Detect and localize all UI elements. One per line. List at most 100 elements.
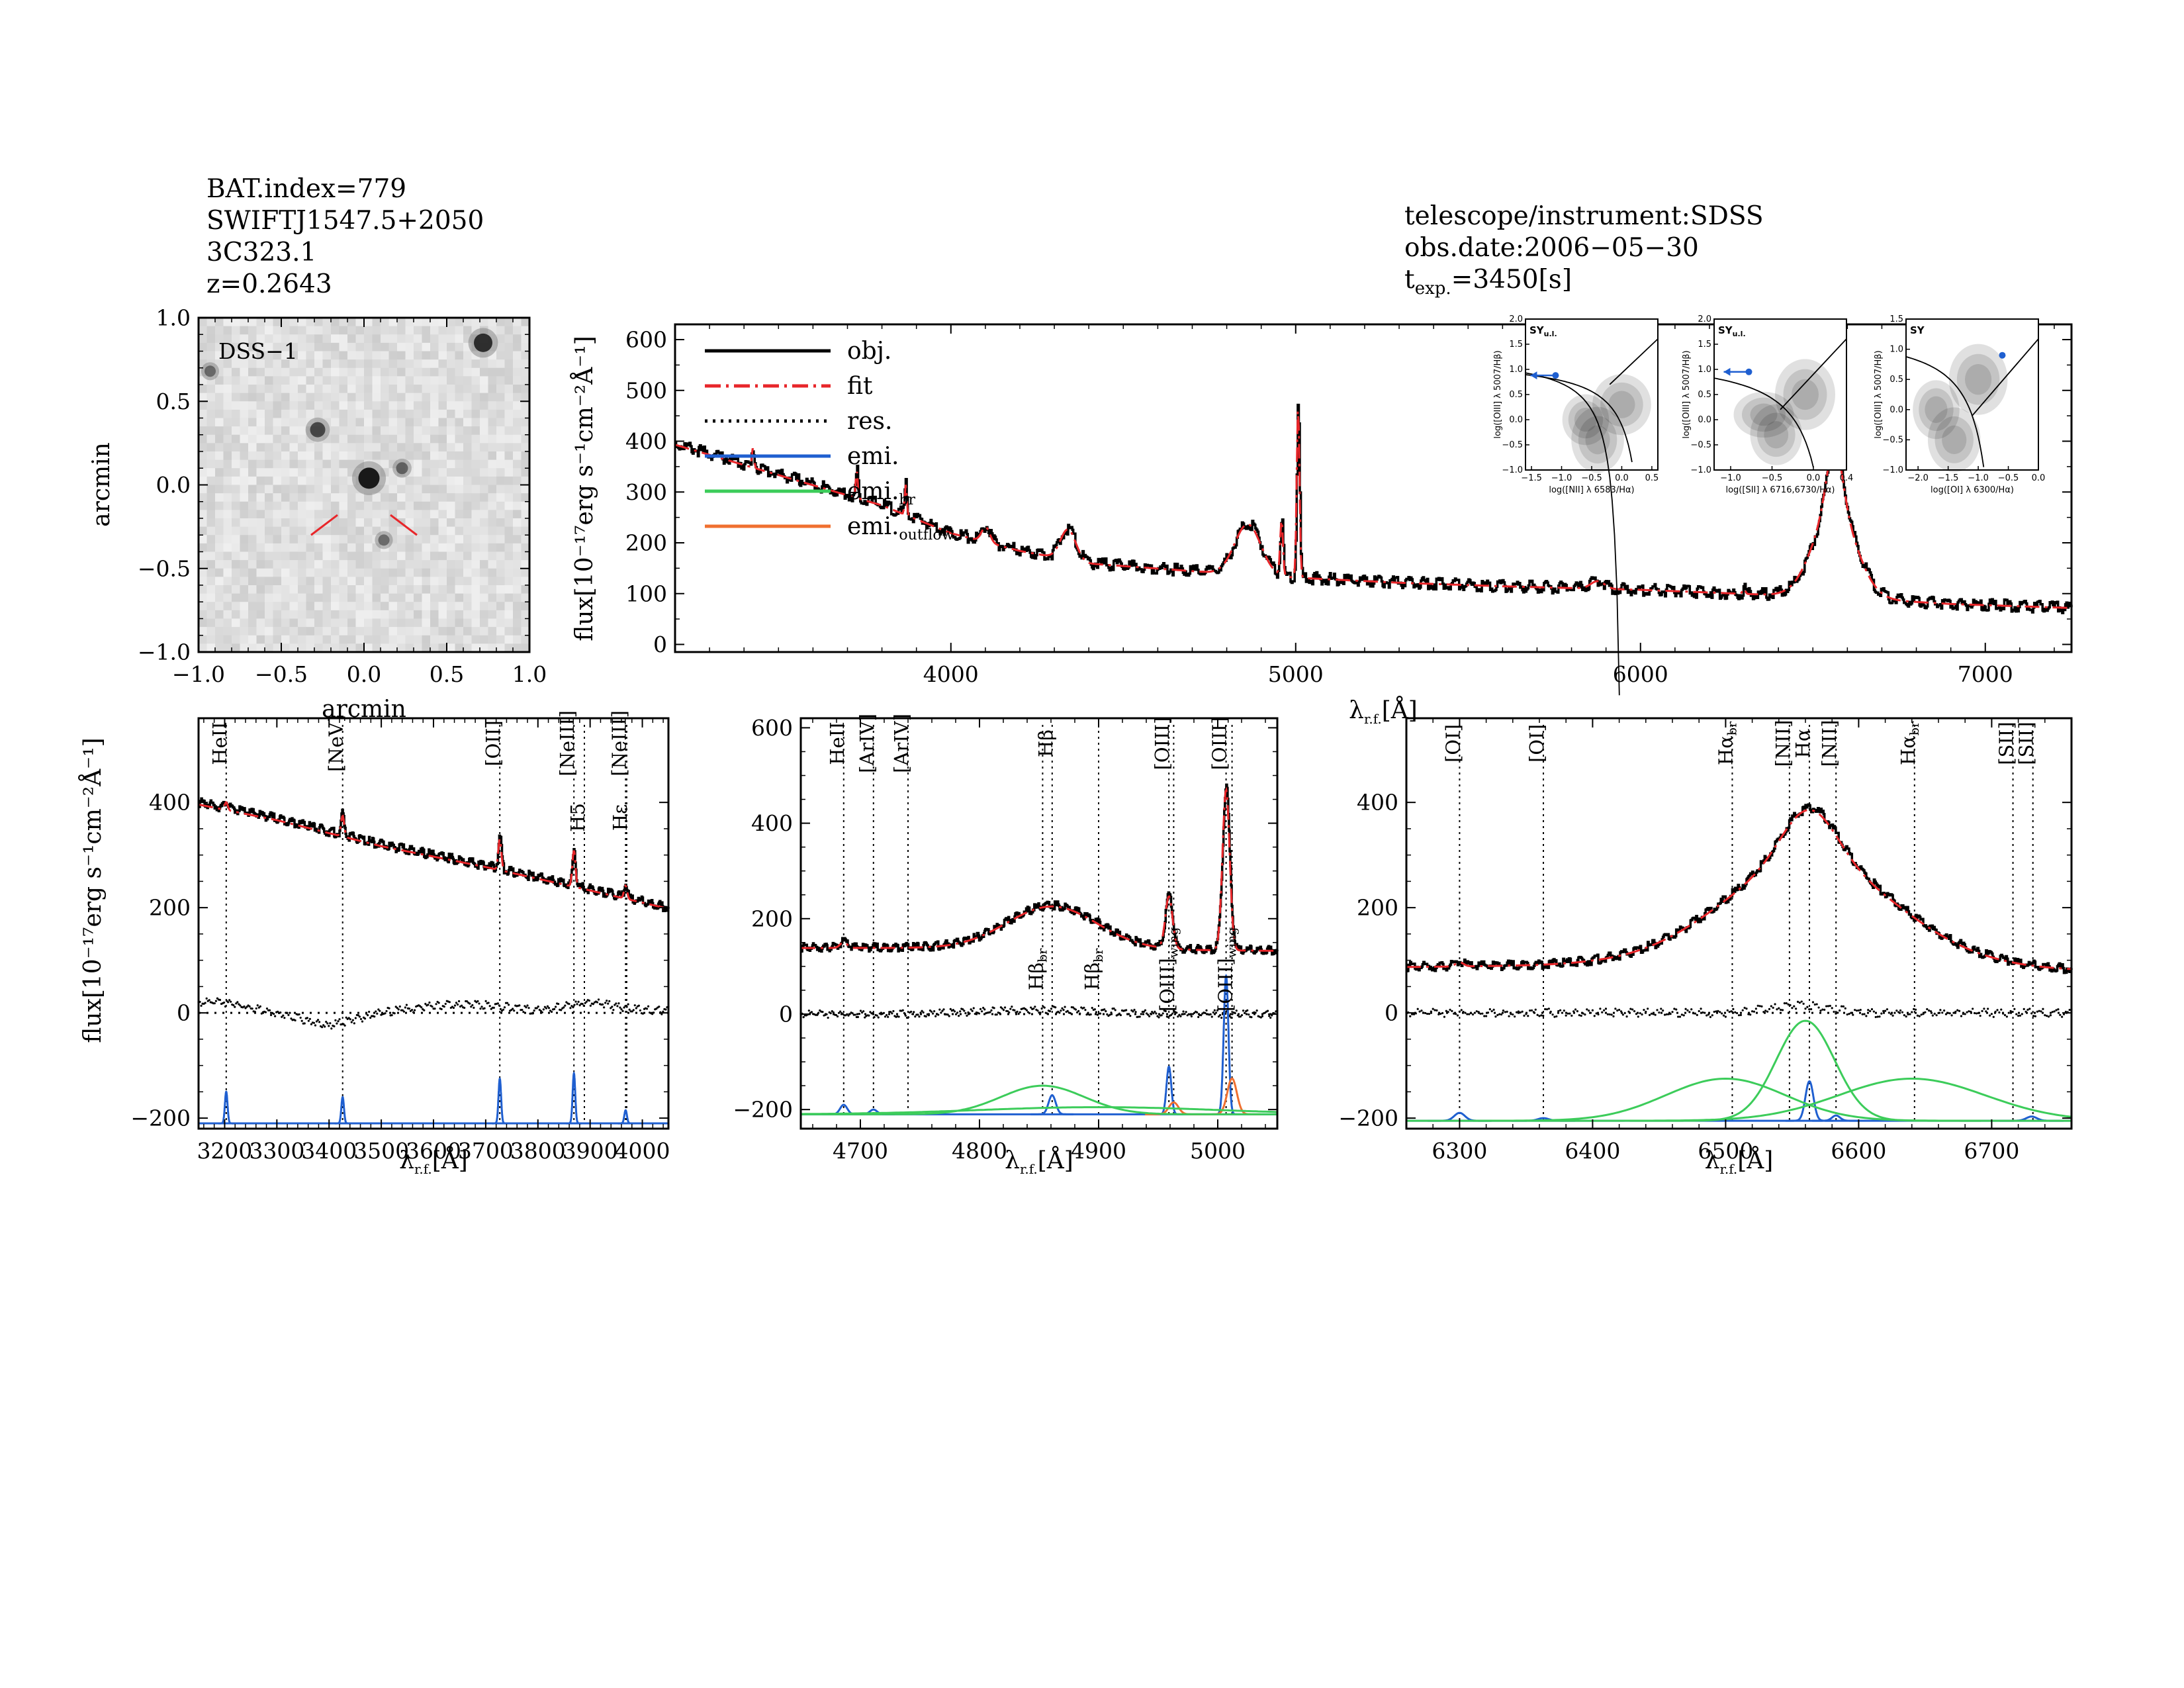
residual-point [1197, 1015, 1200, 1019]
dss-pixel [240, 510, 249, 519]
dss-pixel [298, 359, 307, 369]
residual-point [2044, 1014, 2046, 1017]
y-tick-label: 400 [1357, 790, 1398, 816]
main-xlabel-sub: r.f. [1364, 711, 1382, 727]
dss-pixel [463, 501, 473, 510]
residual-point [423, 1009, 426, 1011]
dss-pixel [430, 643, 439, 653]
dss-pixel [199, 326, 208, 335]
dss-pixel [306, 459, 315, 469]
dss-pixel [496, 426, 506, 436]
dss-pixel [215, 426, 224, 436]
dss-pixel [438, 493, 447, 502]
residual-point [1719, 1011, 1721, 1013]
dss-pixel [331, 618, 340, 628]
bpt-density [1956, 353, 2000, 405]
dss-pixel [347, 627, 357, 636]
residual-point [1658, 1011, 1661, 1014]
dss-pixel [430, 618, 439, 628]
dss-pixel [488, 443, 497, 452]
dss-pixel [438, 426, 447, 436]
residual-point [851, 1012, 854, 1015]
dss-pixel [447, 635, 456, 644]
residual-point [350, 1021, 353, 1023]
dss-pixel [240, 485, 249, 494]
dss-pixel [265, 543, 274, 553]
dss-pixel [504, 434, 514, 444]
dss-pixel [405, 385, 414, 394]
dss-pixel [488, 434, 497, 444]
residual-point [1424, 1011, 1427, 1015]
dss-pixel [298, 451, 307, 461]
dss-pixel [232, 376, 241, 385]
dss-pixel [240, 602, 249, 611]
texp-prefix: t [1404, 265, 1415, 295]
residual-point [1167, 1015, 1170, 1019]
dss-pixel [215, 560, 224, 569]
dss-pixel [206, 627, 216, 636]
dss-pixel [513, 459, 522, 469]
dss-pixel [223, 518, 232, 528]
dss-pixel [504, 318, 514, 327]
residual-point [1498, 1013, 1501, 1015]
dss-pixel [273, 326, 282, 335]
dss-pixel [455, 451, 464, 461]
residual-point [1800, 1000, 1803, 1003]
dss-pixel [314, 376, 324, 385]
residual-point [1040, 1008, 1043, 1010]
dss-pixel [521, 610, 530, 620]
dss-pixel [463, 434, 473, 444]
dss-pixel [248, 476, 257, 486]
residual-point [396, 1007, 398, 1009]
residual-point [2062, 1013, 2066, 1015]
dss-pixel [504, 376, 514, 385]
dss-pixel [199, 560, 208, 569]
dss-pixel [521, 367, 530, 377]
residual-point [1156, 1015, 1159, 1017]
residual-point [582, 1004, 585, 1007]
dss-pixel [463, 568, 473, 577]
line-label: [ArIV] [890, 714, 913, 773]
dss-pixel [314, 318, 324, 327]
legend-label: emi.outflow [847, 513, 954, 543]
dss-pixel [314, 618, 324, 628]
dss-pixel [372, 568, 381, 577]
residual-point [1079, 1012, 1081, 1015]
residual-point [518, 1004, 521, 1007]
residual-point [1964, 1013, 1966, 1015]
dss-pixel [513, 393, 522, 402]
residual-point [205, 997, 208, 1000]
dss-pixel [306, 627, 315, 636]
dss-pixel [381, 485, 390, 494]
dss-pixel [388, 485, 398, 494]
dss-pixel [256, 560, 265, 569]
residual-point [655, 1008, 658, 1010]
dss-pixel [480, 618, 489, 628]
dss-pixel [256, 376, 265, 385]
residual-point [513, 1009, 516, 1012]
dss-pixel [289, 443, 298, 452]
main-spectrum-panel: 4000 5000 6000 70000100200300400500600λr.f.… [570, 314, 2073, 727]
dss-pixel [289, 577, 298, 586]
dss-pixel [232, 518, 241, 528]
residual-point [1439, 1012, 1442, 1015]
residual-point [1193, 1011, 1196, 1014]
dss-pixel [322, 543, 332, 553]
dss-pixel [496, 577, 506, 586]
residual-point [255, 1007, 257, 1010]
residual-point [2032, 1015, 2035, 1017]
residual-point [522, 1011, 525, 1013]
dss-pixel [347, 518, 357, 528]
dss-pixel [381, 493, 390, 502]
dss-pixel [496, 635, 506, 644]
dss-pixel [206, 610, 216, 620]
residual-point [1831, 1007, 1833, 1009]
dss-pixel [480, 385, 489, 394]
dss-pixel [388, 593, 398, 602]
dss-pixel [422, 568, 431, 577]
x-tick-label: 1.0 [512, 661, 547, 687]
dss-pixel [414, 434, 423, 444]
residual-point [825, 1013, 828, 1015]
dss-pixel [480, 376, 489, 385]
residual-point [576, 1003, 578, 1006]
